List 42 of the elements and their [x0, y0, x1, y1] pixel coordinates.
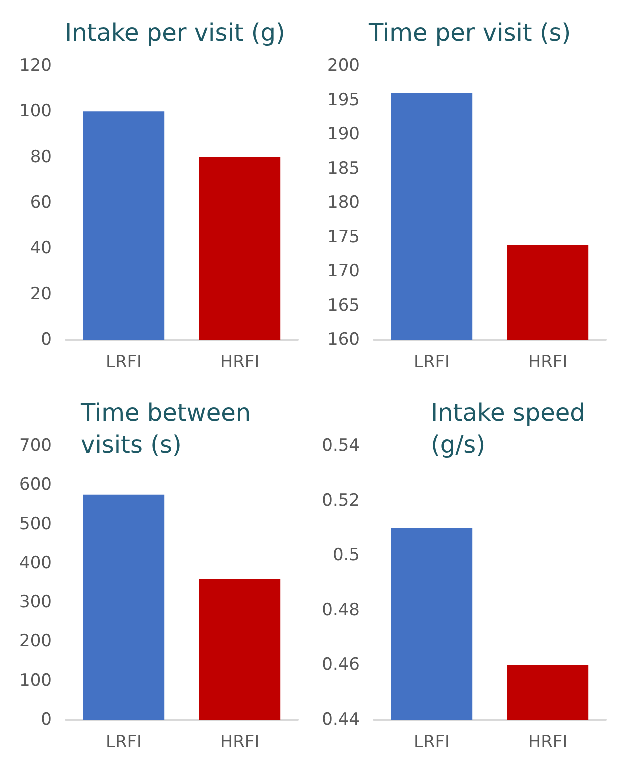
y-tick-label: 200: [20, 632, 52, 652]
y-tick-label: 400: [20, 553, 52, 574]
y-tick-label: 600: [20, 475, 52, 496]
chart-title: Intake speed (g/s): [431, 399, 593, 459]
y-tick-label: 500: [20, 514, 52, 534]
y-tick-label: 0.52: [322, 490, 360, 511]
y-tick-label: 0: [41, 710, 52, 730]
y-tick-label: 200: [328, 56, 360, 76]
y-tick-label: 60: [30, 193, 52, 213]
x-tick-label: LRFI: [106, 732, 142, 752]
y-tick-label: 0: [41, 330, 52, 350]
y-tick-label: 190: [328, 124, 360, 144]
y-tick-label: 0.46: [322, 655, 360, 676]
y-tick-label: 175: [328, 227, 360, 248]
x-tick-label: LRFI: [106, 352, 142, 372]
x-tick-label: HRFI: [220, 352, 260, 372]
y-tick-label: 0.48: [322, 600, 360, 620]
y-tick-label: 120: [20, 56, 52, 76]
x-tick-label: HRFI: [528, 732, 568, 752]
x-tick-label: HRFI: [528, 352, 568, 372]
y-tick-label: 195: [328, 90, 360, 110]
y-tick-label: 20: [30, 284, 52, 304]
y-tick-label: 0.44: [322, 710, 360, 730]
x-tick-label: LRFI: [414, 352, 450, 372]
y-tick-label: 100: [20, 102, 52, 122]
chart-title: Intake per visit (g): [65, 19, 286, 47]
chart-title: Time between visits (s): [80, 399, 259, 459]
y-tick-label: 100: [20, 670, 52, 691]
y-tick-label: 185: [328, 158, 360, 179]
y-tick-label: 80: [30, 147, 52, 168]
y-tick-label: 0.5: [332, 546, 360, 566]
y-tick-label: 160: [328, 330, 360, 350]
y-tick-label: 165: [328, 296, 360, 316]
y-tick-label: 0.54: [322, 436, 360, 456]
x-tick-label: LRFI: [414, 732, 450, 752]
y-tick-label: 300: [20, 592, 52, 613]
chart-title: Time per visit (s): [368, 19, 572, 47]
x-tick-label: HRFI: [220, 732, 260, 752]
y-tick-label: 700: [20, 436, 52, 456]
y-tick-label: 40: [30, 238, 52, 259]
y-tick-label: 170: [328, 262, 360, 282]
y-tick-label: 180: [328, 193, 360, 213]
